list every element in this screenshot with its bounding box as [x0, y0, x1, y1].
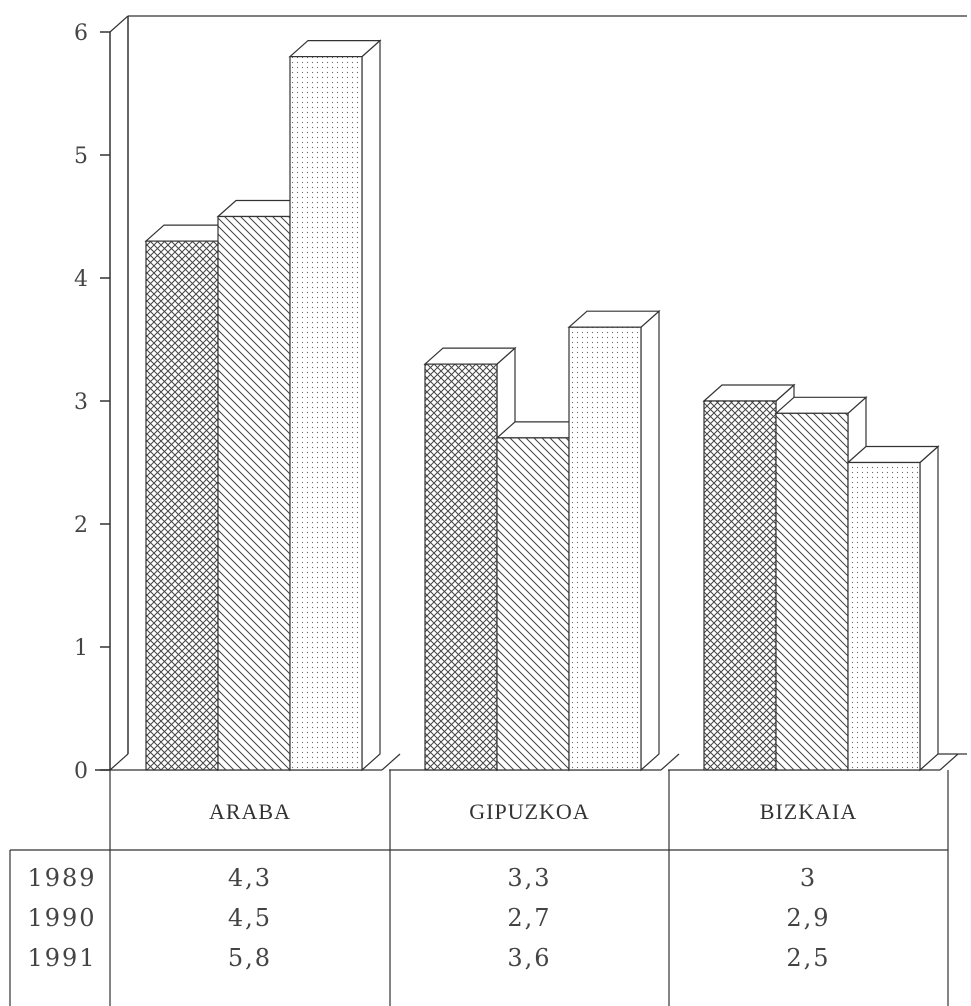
table-value: 4,5: [228, 904, 272, 932]
floor-segment-edge: [660, 753, 680, 771]
row-label-1991: 1991: [27, 944, 96, 972]
y-tick-label: 5: [74, 144, 88, 169]
y-tick-label: 3: [74, 390, 88, 415]
floor-left-edge: [109, 753, 129, 771]
floor-segment-edge: [381, 753, 401, 771]
bar-front-face: [289, 55, 363, 771]
y-tick-label: 1: [74, 636, 88, 661]
table-value: 3,6: [507, 944, 551, 972]
category-label-araba: ARABA: [209, 799, 291, 824]
bar-front-face: [703, 400, 777, 771]
table-value: 2,7: [507, 904, 551, 932]
bar-araba-1991: [288, 39, 382, 772]
bar-front-face: [217, 215, 291, 771]
bar-side-face: [640, 309, 660, 772]
bar-front-face: [145, 240, 219, 771]
bars-group: [144, 39, 940, 772]
y-tick-label: 4: [74, 267, 88, 292]
row-label-1990: 1990: [27, 904, 96, 932]
y-tick-label: 6: [74, 21, 88, 46]
bar-side-face: [361, 39, 381, 772]
bar-gipuzkoa-1991: [567, 309, 661, 772]
y-tick-label: 2: [74, 513, 88, 538]
table-value: 2,9: [786, 904, 830, 932]
bar-front-face: [424, 363, 498, 771]
y-axis: 0 1 2 3 4 5 6: [74, 21, 110, 784]
category-label-bizkaia: BIZKAIA: [760, 799, 857, 824]
table-value: 4,3: [228, 864, 272, 892]
y-tick-label: 0: [74, 759, 88, 784]
table-value: 3,3: [507, 864, 551, 892]
y-axis-top-connector: [109, 15, 129, 33]
bar-front-face: [775, 412, 849, 771]
bar-front-face: [847, 461, 921, 771]
category-label-gipuzkoa: GIPUZKOA: [469, 799, 589, 824]
bar-front-face: [568, 326, 642, 771]
bar-front-face: [496, 437, 570, 771]
row-label-1989: 1989: [27, 864, 96, 892]
table-value: 3: [800, 864, 817, 892]
data-table: ARABA GIPUZKOA BIZKAIA 1989 4,3 3,3 3 1990 4,5 2,…: [9, 770, 949, 1006]
floor-segment-edge: [939, 753, 959, 771]
table-value: 5,8: [228, 944, 272, 972]
bar-side-face: [919, 445, 939, 772]
bar-bizkaia-1991: [846, 445, 940, 772]
table-value: 2,5: [786, 944, 830, 972]
